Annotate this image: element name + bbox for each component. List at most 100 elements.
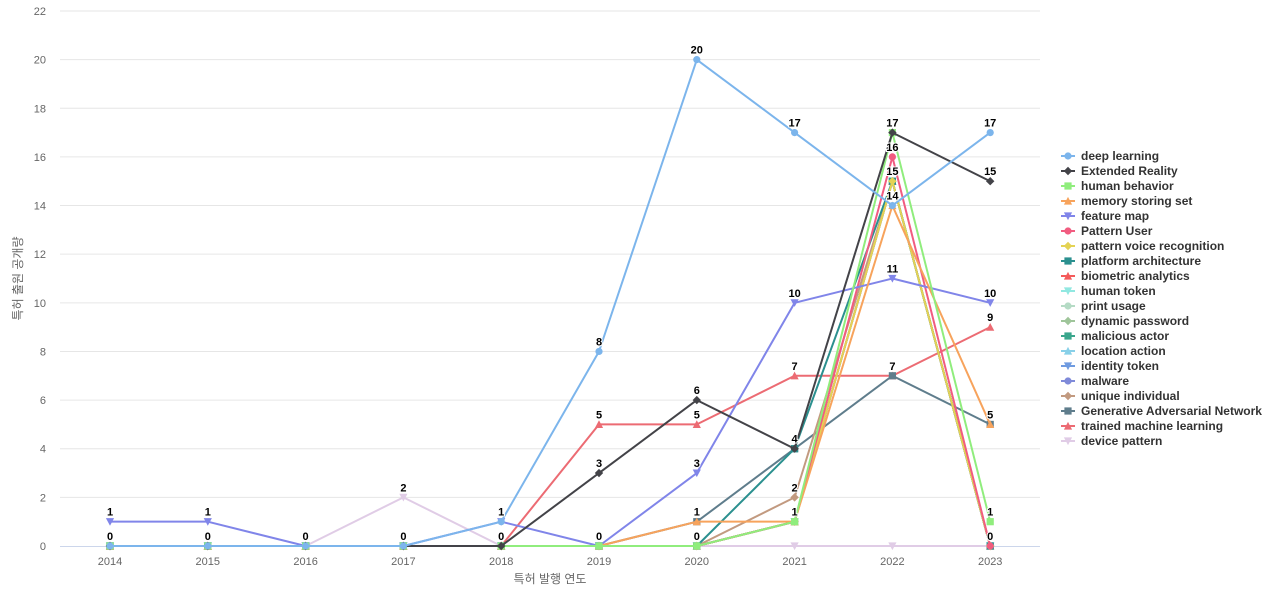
legend-item-print-usage[interactable]: print usage xyxy=(1061,299,1146,313)
legend-item-device-pattern[interactable]: device pattern xyxy=(1061,434,1162,448)
data-label: 20 xyxy=(691,45,703,57)
data-point xyxy=(399,542,407,550)
data-label: 1 xyxy=(498,507,504,519)
data-label: 2 xyxy=(792,482,798,494)
series-line xyxy=(109,180,992,547)
series-line xyxy=(109,180,992,547)
data-point xyxy=(986,518,994,526)
legend-item-location-action[interactable]: location action xyxy=(1061,344,1166,358)
legend-label: memory storing set xyxy=(1081,194,1192,208)
legend-item-pattern-user[interactable]: Pattern User xyxy=(1061,224,1153,238)
data-label: 1 xyxy=(792,507,798,519)
data-point xyxy=(692,517,701,526)
legend-label: trained machine learning xyxy=(1081,419,1223,433)
data-label: 10 xyxy=(984,288,996,300)
data-label: 5 xyxy=(694,409,700,421)
legend-item-malware[interactable]: malware xyxy=(1061,374,1129,388)
data-point xyxy=(595,542,603,550)
legend-item-feature-map[interactable]: feature map xyxy=(1061,209,1149,223)
data-label: 0 xyxy=(694,531,700,543)
x-tick-label: 2014 xyxy=(98,556,122,568)
legend-item-human-token[interactable]: human token xyxy=(1061,284,1156,298)
legend-marker xyxy=(1064,257,1072,265)
data-label: 5 xyxy=(596,409,602,421)
x-tick-label: 2020 xyxy=(685,556,709,568)
y-tick-label: 10 xyxy=(34,298,46,310)
data-point xyxy=(693,542,701,550)
data-label: 15 xyxy=(984,166,996,178)
series-line xyxy=(109,180,992,547)
data-label: 0 xyxy=(303,531,309,543)
data-label: 0 xyxy=(205,531,211,543)
x-tick-label: 2016 xyxy=(293,556,317,568)
data-label: 10 xyxy=(788,288,800,300)
legend-item-generative-adversarial-network[interactable]: Generative Adversarial Network xyxy=(1061,404,1262,418)
series-line xyxy=(109,180,992,547)
legend-item-memory-storing-set[interactable]: memory storing set xyxy=(1061,194,1192,208)
x-tick-label: 2019 xyxy=(587,556,611,568)
x-tick-label: 2015 xyxy=(196,556,220,568)
data-point xyxy=(692,395,701,405)
series-line xyxy=(109,180,992,547)
series-line xyxy=(109,58,992,547)
series-deep-learning xyxy=(106,56,994,550)
data-point xyxy=(888,372,896,380)
series-lines xyxy=(105,56,995,551)
legend-item-pattern-voice-recognition[interactable]: pattern voice recognition xyxy=(1061,239,1224,253)
data-point xyxy=(302,542,310,550)
data-label: 0 xyxy=(596,531,602,543)
legend-marker xyxy=(1063,346,1073,355)
data-label: 1 xyxy=(694,507,700,519)
data-label: 1 xyxy=(205,507,211,519)
y-tick-label: 14 xyxy=(34,201,46,213)
legend-item-extended-reality[interactable]: Extended Reality xyxy=(1061,164,1178,178)
grid-lines xyxy=(60,10,1040,498)
data-point xyxy=(106,542,114,550)
legend-item-identity-token[interactable]: identity token xyxy=(1061,359,1159,373)
x-tick-label: 2022 xyxy=(880,556,904,568)
y-tick-label: 0 xyxy=(40,541,46,553)
data-point xyxy=(888,201,897,210)
data-point xyxy=(888,542,897,551)
legend-item-unique-individual[interactable]: unique individual xyxy=(1061,389,1180,403)
legend-marker xyxy=(1063,362,1073,371)
data-label: 7 xyxy=(792,361,798,373)
legend-label: dynamic password xyxy=(1081,314,1189,328)
legend-label: malicious actor xyxy=(1081,329,1169,343)
legend-item-biometric-analytics[interactable]: biometric analytics xyxy=(1061,269,1190,283)
data-point xyxy=(203,518,212,526)
series-extended-reality xyxy=(105,128,995,551)
legend-item-malicious-actor[interactable]: malicious actor xyxy=(1061,329,1169,343)
data-label: 0 xyxy=(107,531,113,543)
legend-marker xyxy=(1063,421,1073,430)
legend-marker xyxy=(1063,166,1073,176)
legend-label: Generative Adversarial Network xyxy=(1081,404,1262,418)
data-point xyxy=(497,541,506,551)
legend-item-platform-architecture[interactable]: platform architecture xyxy=(1061,254,1201,268)
data-point xyxy=(595,347,603,356)
legend-label: Extended Reality xyxy=(1081,164,1178,178)
data-point xyxy=(790,444,799,453)
y-tick-label: 22 xyxy=(34,6,46,18)
legend-label: pattern voice recognition xyxy=(1081,239,1224,253)
data-point xyxy=(105,518,115,526)
x-axis-ticks: 2014 2015 2016 2017 2018 2019 2020 2021 2022 2023 xyxy=(98,556,1003,568)
y-tick-label: 16 xyxy=(34,152,46,164)
legend-item-trained-machine-learning[interactable]: trained machine learning xyxy=(1061,419,1223,433)
data-label: 7 xyxy=(889,361,895,373)
data-point xyxy=(692,469,701,478)
legend-label: Pattern User xyxy=(1081,224,1153,238)
legend-item-dynamic-password[interactable]: dynamic password xyxy=(1061,314,1189,328)
legend-item-human-behavior[interactable]: human behavior xyxy=(1061,179,1174,193)
series-line xyxy=(109,180,992,547)
data-point xyxy=(986,128,994,137)
x-tick-label: 2023 xyxy=(978,556,1002,568)
legend-item-deep-learning[interactable]: deep learning xyxy=(1061,149,1159,163)
data-label: 5 xyxy=(987,409,993,421)
data-point xyxy=(790,371,799,380)
legend-label: identity token xyxy=(1081,359,1159,373)
x-tick-label: 2018 xyxy=(489,556,513,568)
data-point xyxy=(692,420,701,429)
